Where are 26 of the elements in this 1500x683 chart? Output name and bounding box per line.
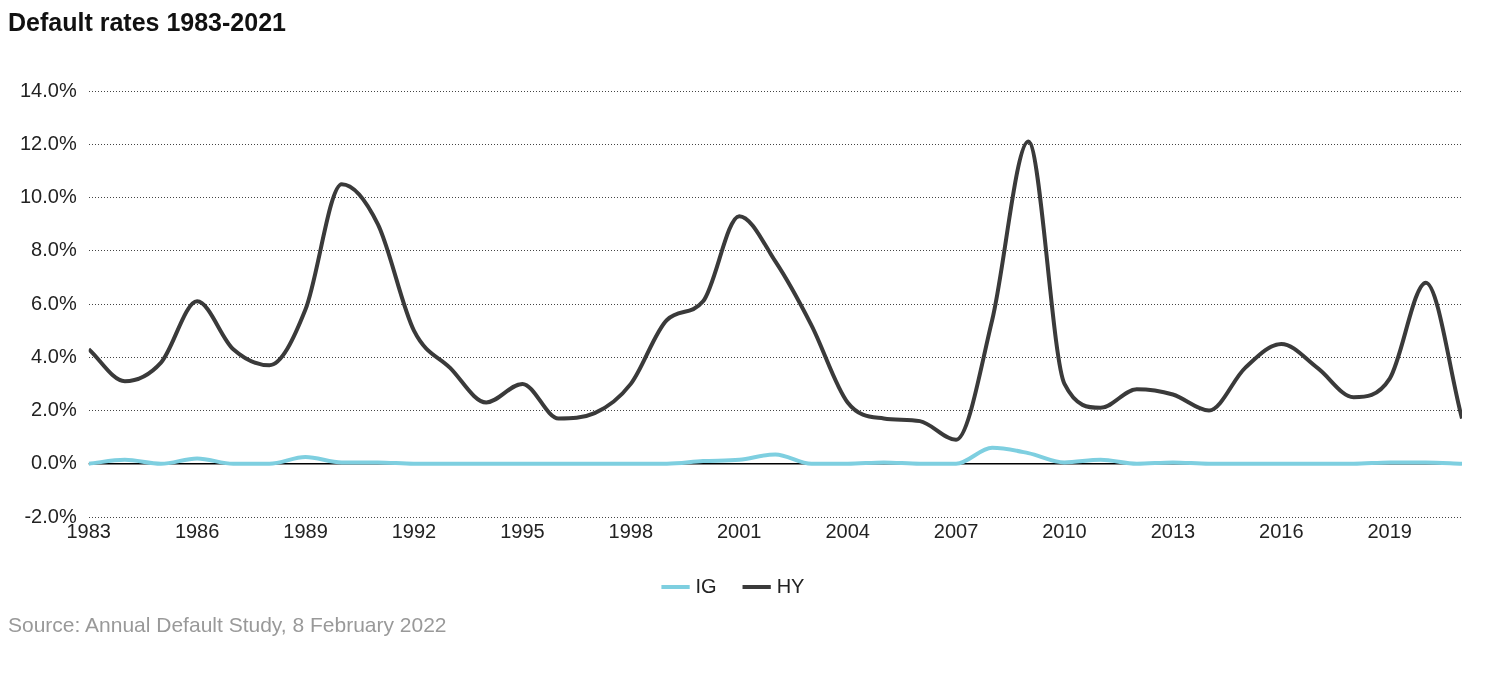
x-tick-label: 2016 (1259, 519, 1304, 542)
x-tick-label: 2010 (1042, 519, 1087, 542)
x-tick-label: 2004 (825, 519, 870, 542)
x-tick-label: 2007 (933, 519, 979, 542)
y-tick-label: 6.0% (31, 291, 77, 314)
line-series (88, 445, 1462, 466)
chart-title: Default rates 1983-2021 (8, 8, 287, 37)
legend-label: IG (695, 574, 717, 597)
y-tick-label: 12.0% (19, 131, 77, 154)
y-tick-label: 10.0% (19, 185, 77, 208)
x-tick-label: 1986 (174, 519, 220, 542)
y-tick-label: 14.0% (19, 78, 77, 101)
y-tick-label: 8.0% (31, 238, 77, 261)
line-series (88, 139, 1462, 442)
y-tick-label: 2.0% (31, 398, 77, 421)
legend-label: HY (776, 574, 805, 597)
x-tick-label: 2013 (1150, 519, 1196, 542)
x-tick-label: 1995 (500, 519, 545, 542)
x-tick-label: 1989 (283, 519, 328, 542)
x-tick-label: 2001 (716, 519, 762, 542)
y-tick-label: 0.0% (31, 451, 77, 474)
source-note: Source: Annual Default Study, 8 February 2022 (8, 613, 448, 637)
x-tick-label: 1998 (608, 519, 654, 542)
x-tick-label: 2019 (1367, 519, 1412, 542)
x-tick-label: 1992 (391, 519, 437, 542)
y-tick-label: 4.0% (31, 344, 77, 367)
